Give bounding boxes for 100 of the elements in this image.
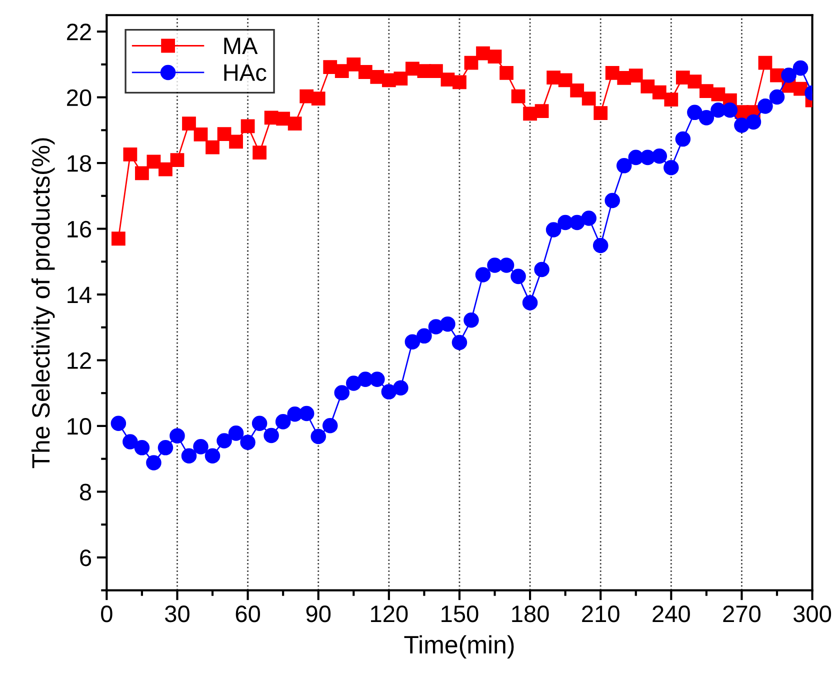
point [734, 118, 750, 133]
point [204, 448, 220, 464]
point [464, 312, 479, 328]
point [170, 153, 184, 168]
point [276, 112, 290, 126]
point [569, 214, 585, 230]
point [298, 406, 314, 422]
point [300, 89, 314, 104]
point [675, 131, 691, 147]
legend-label: HAc [224, 64, 266, 81]
point [217, 127, 232, 142]
point [288, 116, 302, 131]
point [687, 104, 702, 120]
point [652, 148, 668, 164]
point [640, 80, 655, 94]
point [758, 56, 772, 70]
point [711, 87, 726, 102]
point [275, 414, 291, 430]
point [334, 64, 349, 78]
point [558, 73, 572, 88]
point [346, 376, 362, 391]
point [323, 60, 338, 74]
point [746, 114, 762, 130]
point [240, 119, 255, 134]
point [394, 72, 408, 86]
point [111, 232, 126, 246]
y-tick-label: 6 [80, 550, 92, 566]
point [358, 65, 372, 79]
x-tick-label: 210 [582, 606, 620, 622]
point [182, 116, 196, 131]
point [216, 433, 232, 448]
x-axis-title: Time(min) [404, 635, 514, 659]
point [252, 416, 268, 431]
point [110, 416, 126, 431]
point [475, 267, 491, 282]
point [628, 68, 643, 83]
legend-label: MA [224, 38, 258, 54]
point [393, 380, 408, 396]
point [594, 106, 608, 120]
x-tick-label: 300 [793, 606, 832, 622]
x-tick-label: 30 [165, 606, 190, 622]
point [429, 64, 443, 78]
point [500, 66, 514, 80]
y-tick-label: 10 [68, 418, 92, 435]
point [570, 83, 584, 98]
point [252, 146, 267, 160]
point [592, 238, 608, 254]
point [334, 385, 350, 400]
point [511, 89, 526, 104]
point [498, 258, 514, 273]
point [769, 89, 785, 105]
point [617, 70, 632, 85]
y-tick-label: 14 [68, 286, 92, 304]
x-tick-label: 240 [652, 606, 690, 622]
point [616, 158, 632, 174]
point [534, 262, 550, 278]
y-tick-label: 22 [67, 24, 91, 40]
point [135, 166, 149, 180]
y-tick-label: 18 [68, 155, 92, 172]
point [264, 428, 279, 444]
point [758, 98, 773, 114]
point [698, 110, 714, 126]
point [206, 140, 220, 154]
point [228, 426, 244, 441]
point [146, 455, 162, 470]
point [416, 328, 432, 344]
x-tick-label: 270 [723, 606, 760, 622]
point [310, 428, 326, 444]
point [604, 192, 620, 208]
point [370, 70, 384, 84]
point [193, 439, 208, 454]
x-tick-label: 180 [512, 606, 549, 622]
point [688, 74, 702, 88]
point [134, 440, 150, 456]
point [699, 84, 714, 98]
point [194, 127, 208, 142]
point [158, 440, 174, 456]
point [664, 92, 678, 107]
point [605, 66, 620, 80]
point [158, 162, 172, 176]
point [534, 104, 549, 118]
point [381, 384, 397, 400]
point [229, 134, 243, 149]
point [664, 160, 679, 176]
point [170, 428, 185, 444]
x-tick-label: 60 [236, 606, 260, 622]
point [346, 57, 361, 72]
point [240, 434, 256, 450]
point [722, 102, 738, 118]
x-tick-label: 90 [306, 606, 331, 622]
point [181, 448, 197, 464]
point [122, 434, 138, 450]
point [676, 70, 690, 85]
point [792, 60, 808, 76]
point [781, 68, 796, 83]
point [522, 295, 538, 310]
point [652, 85, 666, 100]
point [582, 92, 596, 106]
point [488, 50, 502, 64]
x-tick-label: 120 [371, 606, 408, 622]
